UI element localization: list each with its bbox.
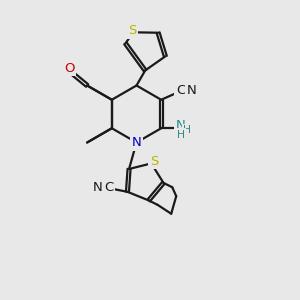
Text: S: S <box>150 154 158 167</box>
Text: H: H <box>177 130 185 140</box>
Text: N: N <box>93 181 103 194</box>
Text: O: O <box>64 61 74 75</box>
Text: H: H <box>183 125 191 135</box>
Text: N: N <box>132 136 141 149</box>
Text: C: C <box>104 181 113 194</box>
Text: S: S <box>128 24 136 37</box>
Text: N: N <box>186 84 196 97</box>
Text: C: C <box>176 84 185 97</box>
Text: N: N <box>176 119 186 132</box>
